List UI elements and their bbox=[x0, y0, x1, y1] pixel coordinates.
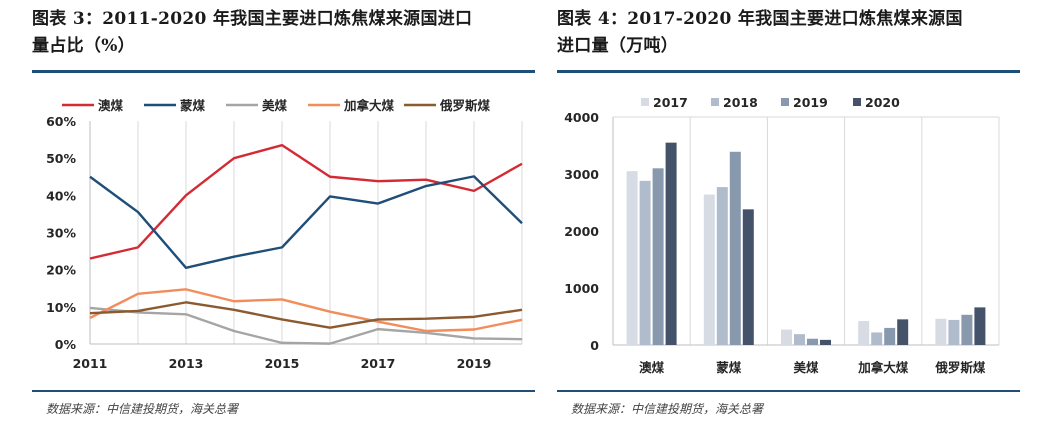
left-figure-title: 图表 3：2011-2020 年我国主要进口炼焦煤来源国进口 量占比（%） bbox=[32, 6, 472, 60]
bar-chart-y-tick-label: 2000 bbox=[564, 224, 599, 239]
line-legend-label: 加拿大煤 bbox=[343, 98, 395, 113]
line-chart-x-tick-label: 2017 bbox=[361, 356, 396, 371]
bar-美煤-2017 bbox=[781, 329, 792, 345]
line-chart-x-tick-label: 2015 bbox=[265, 356, 300, 371]
bar-蒙煤-2017 bbox=[703, 194, 715, 345]
line-chart-y-tick-label: 60% bbox=[46, 114, 76, 129]
line-series-澳煤 bbox=[89, 143, 523, 260]
right-figure-title: 图表 4：2017-2020 年我国主要进口炼焦煤来源国 进口量（万吨） bbox=[557, 6, 963, 60]
bar-chart-category-label: 加拿大煤 bbox=[857, 360, 909, 375]
line-legend-label: 美煤 bbox=[262, 98, 288, 113]
bar-加拿大煤-2020 bbox=[897, 319, 909, 345]
line-chart-x-tick-label: 2013 bbox=[169, 356, 204, 371]
line-chart-y-tick-label: 40% bbox=[46, 188, 76, 203]
bar-legend-label: 2019 bbox=[793, 95, 828, 110]
line-chart-y-tick-label: 30% bbox=[46, 226, 76, 241]
line-legend-label: 俄罗斯煤 bbox=[439, 98, 491, 113]
bar-俄罗斯煤-2019 bbox=[961, 314, 973, 345]
bar-legend-label: 2017 bbox=[653, 95, 688, 110]
bar-chart-y-tick-label: 1000 bbox=[564, 281, 599, 296]
bar-legend-label: 2018 bbox=[723, 95, 758, 110]
bar-美煤-2019 bbox=[807, 338, 818, 345]
line-legend-label: 澳煤 bbox=[98, 98, 124, 113]
line-series-美煤 bbox=[89, 306, 523, 345]
line-chart-y-tick-label: 10% bbox=[46, 300, 76, 315]
line-chart-x-tick-label: 2019 bbox=[457, 356, 492, 371]
line-chart-y-tick-label: 20% bbox=[46, 263, 76, 278]
bar-chart: 0 1000 2000 3000 4000 澳煤 蒙煤 美煤 加拿大煤 俄罗斯煤 2017 2018 2… bbox=[564, 95, 1000, 375]
right-title-line2: 进口量（万吨） bbox=[557, 36, 679, 56]
bar-美煤-2018 bbox=[794, 334, 805, 345]
bar-chart-category-label: 俄罗斯煤 bbox=[934, 360, 986, 375]
bar-俄罗斯煤-2017 bbox=[935, 318, 947, 345]
bar-俄罗斯煤-2020 bbox=[974, 307, 986, 345]
left-title-line2: 量占比（%） bbox=[32, 36, 135, 56]
bar-美煤-2020 bbox=[820, 339, 831, 345]
bar-澳煤-2019 bbox=[652, 168, 664, 345]
right-source-note: 数据来源：中信建投期货，海关总署 bbox=[571, 402, 764, 416]
left-figure-panel: 图表 3：2011-2020 年我国主要进口炼焦煤来源国进口 量占比（%） 0%… bbox=[32, 0, 535, 435]
bar-蒙煤-2018 bbox=[716, 187, 728, 345]
bar-chart-category-label: 澳煤 bbox=[639, 360, 665, 375]
bar-俄罗斯煤-2018 bbox=[948, 319, 960, 345]
bar-澳煤-2018 bbox=[639, 180, 651, 345]
bar-legend-swatch bbox=[853, 98, 861, 106]
left-title-line1: 图表 3：2011-2020 年我国主要进口炼焦煤来源国进口 bbox=[32, 9, 473, 29]
bar-legend-swatch bbox=[781, 98, 789, 106]
line-chart-y-tick-label: 50% bbox=[46, 151, 76, 166]
bar-加拿大煤-2018 bbox=[871, 332, 883, 345]
line-chart: 0% 10% 20% 30% 40% 50% 60% 2011 2013 2015 2017 2019… bbox=[46, 98, 523, 371]
line-chart-x-tick-label: 2011 bbox=[73, 356, 108, 371]
bar-legend-label: 2020 bbox=[865, 95, 900, 110]
bar-legend-swatch bbox=[641, 98, 649, 106]
bar-chart-y-tick-label: 4000 bbox=[564, 110, 599, 125]
bar-chart-category-label: 蒙煤 bbox=[716, 360, 742, 375]
right-title-line1: 图表 4：2017-2020 年我国主要进口炼焦煤来源国 bbox=[557, 9, 963, 29]
bar-加拿大煤-2019 bbox=[884, 327, 896, 345]
line-series-俄罗斯煤 bbox=[89, 301, 523, 329]
bar-蒙煤-2019 bbox=[729, 151, 741, 345]
left-source-note: 数据来源：中信建投期货，海关总署 bbox=[46, 402, 239, 416]
bar-chart-y-tick-label: 0 bbox=[590, 338, 599, 353]
bar-澳煤-2020 bbox=[665, 142, 677, 345]
bar-legend-swatch bbox=[711, 98, 719, 106]
line-series-加拿大煤 bbox=[89, 288, 523, 333]
bar-chart-y-tick-label: 3000 bbox=[564, 167, 599, 182]
bar-蒙煤-2020 bbox=[742, 209, 754, 345]
line-series-蒙煤 bbox=[89, 175, 523, 270]
left-bottom-rule bbox=[32, 390, 535, 392]
line-legend-label: 蒙煤 bbox=[180, 98, 206, 113]
bar-chart-category-label: 美煤 bbox=[793, 360, 819, 375]
bar-澳煤-2017 bbox=[626, 171, 638, 345]
bar-加拿大煤-2017 bbox=[858, 321, 870, 345]
right-bottom-rule bbox=[557, 390, 1020, 392]
left-top-rule bbox=[32, 70, 535, 73]
right-figure-panel: 图表 4：2017-2020 年我国主要进口炼焦煤来源国 进口量（万吨） 0 10… bbox=[557, 0, 1020, 435]
right-top-rule bbox=[557, 70, 1020, 73]
line-chart-y-tick-label: 0% bbox=[55, 337, 77, 352]
